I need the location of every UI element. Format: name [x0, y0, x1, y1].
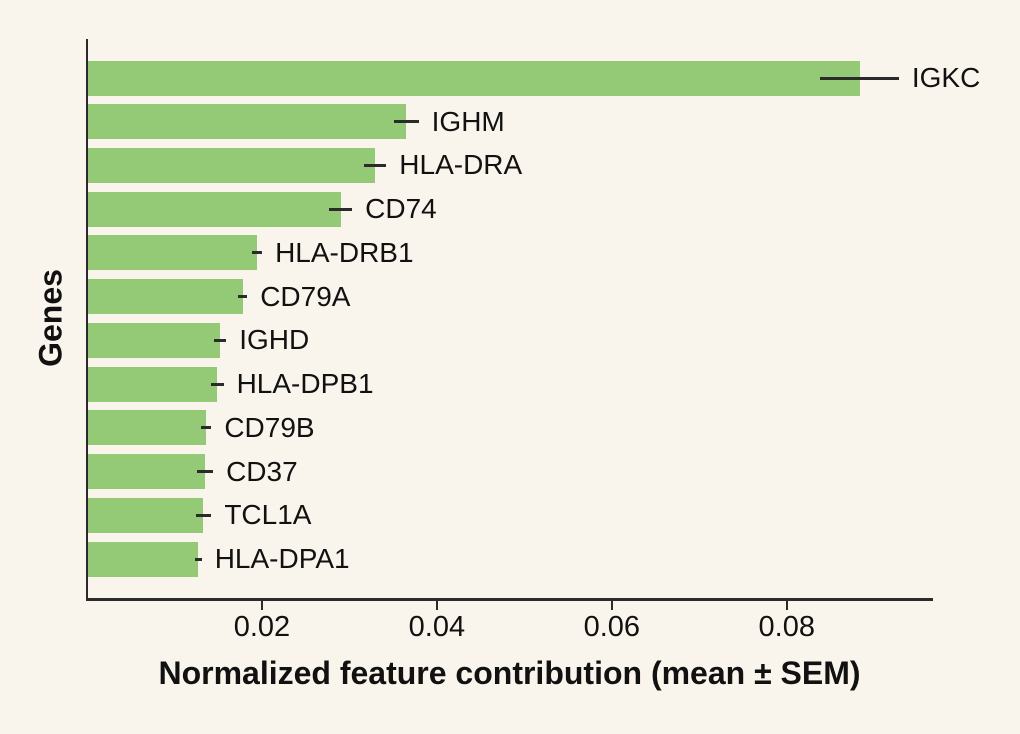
error-bar-hla-dpa1: [194, 557, 202, 561]
bar-cd74: [88, 191, 341, 227]
error-bar-tcl1a: [195, 513, 212, 517]
x-tick-mark-0.04: [435, 600, 439, 610]
bar-label-ighm: IGHM: [431, 105, 505, 137]
x-tick-label-0.08: 0.08: [758, 611, 815, 643]
error-bar-hla-drb1: [251, 251, 263, 255]
error-bar-igkc: [820, 76, 899, 80]
x-tick-mark-0.02: [260, 600, 264, 610]
bar-label-hla-dpb1: HLA-DPB1: [236, 368, 374, 400]
error-bar-cd79b: [200, 426, 212, 430]
x-tick-label-0.04: 0.04: [408, 611, 466, 643]
x-axis-title: Normalized feature contribution (mean ± …: [158, 655, 861, 691]
bar-label-cd79a: CD79A: [260, 280, 351, 312]
error-bar-ighm: [394, 120, 419, 124]
bar-label-cd37: CD37: [226, 455, 298, 487]
bar-hla-dra: [88, 147, 375, 183]
error-bar-hla-dpb1: [211, 382, 224, 386]
bar-hla-dpb1: [88, 366, 218, 402]
bar-cd79a: [88, 279, 243, 315]
error-bar-cd74: [329, 207, 353, 211]
bar-label-ighd: IGHD: [239, 324, 310, 356]
x-axis-line: [85, 598, 933, 601]
bar-label-tcl1a: TCL1A: [224, 499, 312, 531]
bar-igkc: [88, 60, 860, 96]
y-axis-title: Genes: [32, 269, 69, 367]
bar-cd37: [88, 454, 206, 490]
x-tick-mark-0.06: [610, 600, 614, 610]
error-bar-hla-dra: [363, 163, 387, 167]
bar-label-hla-drb1: HLA-DRB1: [275, 236, 414, 268]
bar-label-hla-dra: HLA-DRA: [399, 149, 523, 181]
y-axis-line: [85, 39, 88, 600]
bar-label-cd79b: CD79B: [224, 411, 315, 443]
bar-ighm: [88, 104, 407, 140]
error-bar-ighd: [213, 338, 227, 342]
bar-cd79b: [88, 410, 207, 446]
x-tick-label-0.06: 0.06: [583, 611, 641, 643]
error-bar-cd79a: [238, 295, 248, 299]
bar-label-hla-dpa1: HLA-DPA1: [214, 543, 350, 574]
bar-label-cd74: CD74: [365, 193, 437, 225]
x-tick-label-0.02: 0.02: [233, 611, 291, 643]
bar-tcl1a: [88, 497, 204, 533]
bar-hla-drb1: [88, 235, 257, 271]
x-tick-mark-0.08: [785, 600, 789, 610]
error-bar-cd37: [197, 470, 214, 474]
bar-label-igkc: IGKC: [911, 62, 981, 93]
bar-ighd: [88, 322, 221, 358]
bar-hla-dpa1: [88, 541, 199, 577]
plot-area: IGKC IGHM HLA-DRA CD74 HLA-DRB1 CD79A IGHD HLA-…: [88, 39, 980, 598]
